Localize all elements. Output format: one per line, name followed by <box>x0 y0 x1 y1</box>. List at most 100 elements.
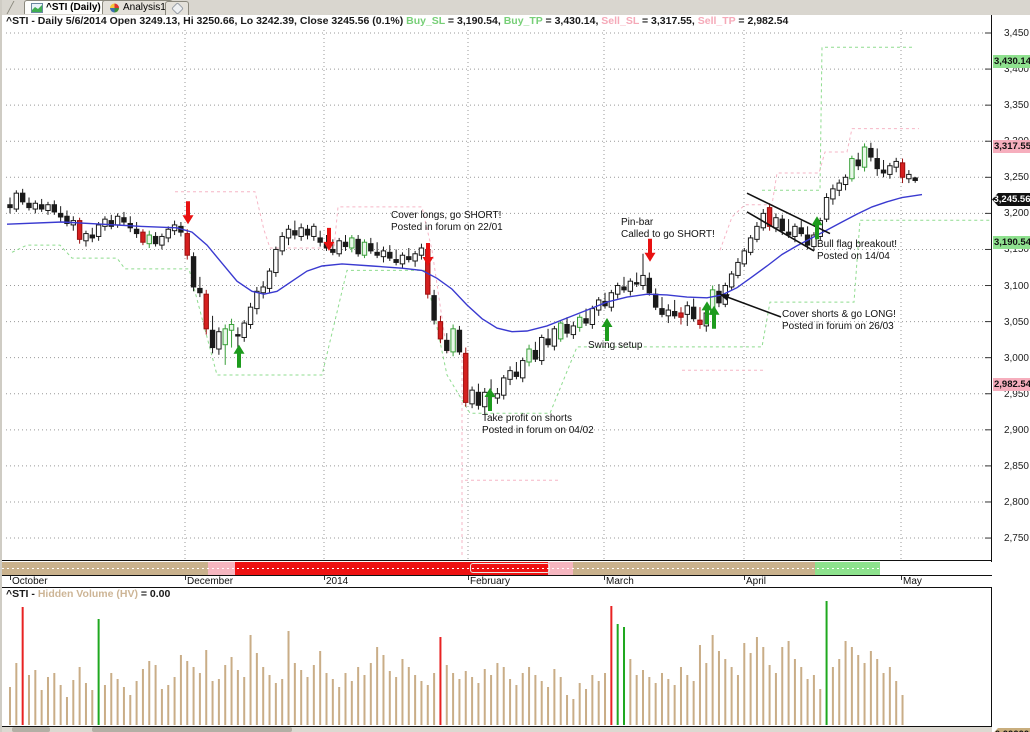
volume-bar <box>300 670 303 725</box>
bull-flag-trendline <box>746 211 815 252</box>
sell-stop-loss-band <box>719 128 919 251</box>
quote-title-segment: = 3,190.54, <box>445 15 504 27</box>
volume-bar <box>591 675 594 725</box>
candle-body <box>520 360 526 379</box>
volume-bar <box>357 667 360 725</box>
volume-bar <box>566 695 569 725</box>
tab-sti-daily[interactable]: ^STI (Daily) × <box>24 0 119 14</box>
price-axis-gutter: 3,4503,4003,3503,3003,2503,2003,1503,100… <box>992 15 1030 732</box>
candle-body <box>254 290 260 310</box>
volume-bar <box>186 661 189 725</box>
volume-bar <box>65 697 68 725</box>
time-axis-tick <box>10 576 11 580</box>
volume-bar <box>167 685 170 725</box>
volume-bar <box>135 681 138 725</box>
volume-bar <box>420 681 423 725</box>
volume-bar <box>800 667 803 725</box>
volume-bar <box>173 677 176 725</box>
volume-bar <box>224 665 227 725</box>
volume-bar <box>84 683 87 725</box>
candle-body <box>456 329 463 353</box>
candle-body <box>374 251 380 256</box>
candle-body <box>614 285 621 295</box>
price-axis-label: 3,050 <box>1003 316 1029 328</box>
time-axis-label: October <box>12 576 48 587</box>
candle-body <box>678 312 684 318</box>
phase-strip-dash-line <box>2 568 880 569</box>
sell-signal-arrow-icon <box>182 201 194 225</box>
candle-body <box>564 323 570 334</box>
price-axis-label: 3,250 <box>1003 172 1029 184</box>
volume-bar <box>192 667 195 725</box>
candle-body <box>621 286 627 291</box>
volume-bar <box>509 679 512 725</box>
volume-bar <box>673 685 676 725</box>
price-axis-label: 2,800 <box>1003 496 1029 508</box>
candle-body <box>893 160 899 168</box>
candle-body <box>494 393 501 399</box>
volume-bar <box>477 683 480 725</box>
candle-body <box>412 253 418 262</box>
candle-body <box>431 295 437 321</box>
volume-bar <box>730 667 733 725</box>
volume-bar <box>464 671 467 725</box>
scrollbar-thumb[interactable] <box>92 727 292 732</box>
chart-annotation: Pin-bar Called to go SHORT! <box>621 217 715 240</box>
candle-body <box>849 158 855 180</box>
volume-bar <box>888 667 891 725</box>
volume-bar <box>116 679 119 725</box>
buy-take-profit-band <box>762 46 915 191</box>
time-axis-tick <box>744 576 745 580</box>
volume-bar <box>72 680 75 725</box>
volume-bar <box>382 655 385 725</box>
candle-body <box>387 251 393 259</box>
candle-body <box>38 204 45 210</box>
volume-bar <box>433 673 436 725</box>
candle-body <box>83 233 89 242</box>
candle-body <box>190 256 197 288</box>
volume-bar <box>743 643 746 725</box>
candle-body <box>292 230 298 236</box>
scrollbar-thumb[interactable] <box>12 727 50 732</box>
volume-bar <box>268 675 271 725</box>
time-axis-label: December <box>187 576 234 587</box>
sell-stop-loss-band <box>175 191 463 556</box>
candle-body <box>640 274 646 287</box>
candle-body <box>899 162 906 178</box>
price-axis-label: 3,400 <box>1003 64 1029 76</box>
volume-bar <box>882 673 885 725</box>
volume-bar <box>515 685 518 725</box>
volume-bar <box>110 673 113 725</box>
volume-bar <box>211 681 214 725</box>
candle-body <box>861 146 868 168</box>
volume-bar <box>540 681 543 725</box>
volume-bar <box>59 685 62 725</box>
candle-body <box>197 287 203 294</box>
volume-bar <box>407 667 410 725</box>
price-axis-label: 3,150 <box>1003 244 1029 256</box>
candle-body <box>671 310 678 317</box>
volume-header-segment: ^STI - <box>6 588 38 600</box>
candle-body <box>418 247 425 256</box>
candle-body <box>665 309 672 317</box>
volume-bar <box>844 641 847 725</box>
volume-bar <box>160 689 163 725</box>
candle-body <box>311 225 317 237</box>
candle-body <box>463 352 469 403</box>
candle-body <box>19 192 26 203</box>
chart-annotation: Swing setup <box>588 340 643 351</box>
candle-body <box>222 328 228 346</box>
candle-body <box>152 235 159 245</box>
candle-body <box>773 217 779 229</box>
buy-signal-arrow-icon <box>701 301 713 325</box>
candle-body <box>260 286 266 294</box>
volume-bar <box>319 651 322 725</box>
volume-bar <box>287 631 290 725</box>
volume-bar <box>648 677 651 725</box>
new-tab-button[interactable] <box>165 1 189 15</box>
candle-body <box>399 254 406 265</box>
quote-title-bar: ^STI - Daily 5/6/2014 Open 3249.13, Hi 3… <box>2 15 1030 29</box>
price-chart[interactable] <box>2 0 992 732</box>
horizontal-scrollbar[interactable] <box>2 727 992 732</box>
candle-body <box>89 234 95 239</box>
